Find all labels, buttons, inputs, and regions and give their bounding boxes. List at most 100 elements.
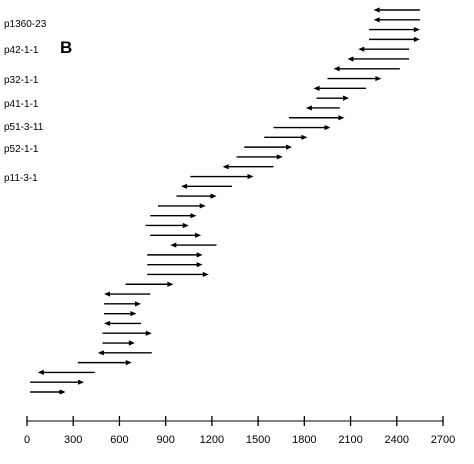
read-arrow-head xyxy=(347,56,354,62)
read-arrow-head xyxy=(125,360,132,366)
read-arrow-head xyxy=(222,164,229,170)
read-arrow xyxy=(150,232,202,238)
read-arrow xyxy=(102,340,135,346)
read-arrow-head xyxy=(37,369,44,376)
axis-tick-label: 1500 xyxy=(246,434,270,446)
read-arrow xyxy=(147,271,209,278)
read-arrow xyxy=(147,252,203,258)
scale-axis: 0 300 600 900 1200 1500 1800 2100 2400 2700 xyxy=(24,416,455,446)
read-arrow-head xyxy=(210,193,217,199)
read-arrow-head xyxy=(199,203,206,209)
read-arrow xyxy=(373,17,420,23)
read-arrow xyxy=(97,350,152,356)
read-arrow-head xyxy=(373,17,380,23)
clone-label: p51-3-11 xyxy=(4,122,44,133)
read-arrow-head xyxy=(59,389,66,395)
read-arrow xyxy=(244,144,293,150)
read-arrow xyxy=(102,330,152,336)
read-arrow-head xyxy=(145,330,152,336)
read-arrow xyxy=(181,183,232,189)
clone-label: p11-3-1 xyxy=(4,173,38,184)
read-arrow-head xyxy=(196,262,203,268)
read-arrow xyxy=(288,115,345,121)
read-arrow-head xyxy=(170,242,177,248)
read-arrow xyxy=(347,56,410,62)
read-arrow-head xyxy=(104,320,111,327)
read-arrow-head xyxy=(190,213,197,219)
axis-tick-label: 900 xyxy=(156,434,174,446)
clone-label: p32-1-1 xyxy=(4,75,39,86)
read-arrow xyxy=(30,389,66,395)
read-arrow xyxy=(313,85,366,91)
read-arrow xyxy=(222,164,274,170)
read-arrow xyxy=(273,124,331,131)
read-arrow-head xyxy=(181,183,188,189)
axis-tick-label: 300 xyxy=(64,434,82,446)
clone-label: p1360-23 xyxy=(4,19,47,30)
read-arrow xyxy=(125,281,174,287)
read-arrow-head xyxy=(195,232,202,238)
read-arrow xyxy=(305,105,340,111)
clone-label: p42-1-1 xyxy=(4,45,39,56)
read-arrow-head xyxy=(338,115,345,121)
read-arrow-head xyxy=(333,66,340,72)
read-arrow-head xyxy=(247,173,254,180)
axis-tick-label: 2700 xyxy=(431,434,455,446)
read-arrow-head xyxy=(135,301,142,307)
read-arrow xyxy=(190,173,254,180)
read-arrow xyxy=(264,134,308,140)
read-arrow-head xyxy=(375,75,382,82)
read-arrow-head xyxy=(97,350,104,356)
axis-tick-label: 600 xyxy=(110,434,128,446)
read-arrow xyxy=(236,154,283,160)
read-arrow-head xyxy=(128,340,135,346)
read-arrow-head xyxy=(196,252,203,258)
read-arrow-head xyxy=(167,281,174,287)
axis-tick-label: 1800 xyxy=(292,434,316,446)
read-arrow-head xyxy=(305,105,312,111)
axis-tick-label: 2400 xyxy=(385,434,409,446)
reads-layer xyxy=(30,7,420,395)
read-arrow xyxy=(77,360,132,366)
read-arrow-head xyxy=(276,154,283,160)
read-arrow-head xyxy=(78,379,85,385)
read-arrow-head xyxy=(301,134,308,140)
read-arrow-head xyxy=(182,222,189,229)
read-arrow xyxy=(150,213,197,219)
read-arrow xyxy=(369,36,420,42)
read-arrow-head xyxy=(413,36,420,42)
read-arrow xyxy=(369,26,420,33)
axis-tick-label: 0 xyxy=(24,434,30,446)
read-arrow xyxy=(104,320,142,327)
read-arrow-head xyxy=(343,95,350,101)
read-arrow xyxy=(333,66,400,72)
read-arrow xyxy=(373,7,420,13)
read-arrow-head xyxy=(324,124,331,131)
read-arrow xyxy=(145,222,189,229)
read-arrow-head xyxy=(202,271,209,278)
read-arrow xyxy=(104,291,151,297)
read-arrow xyxy=(358,46,410,52)
clone-label: p52-1-1 xyxy=(4,144,39,155)
axis-tick-label: 2100 xyxy=(338,434,362,446)
read-arrow xyxy=(30,379,85,385)
read-arrow xyxy=(147,262,203,268)
read-arrow-head xyxy=(104,291,111,297)
read-arrow xyxy=(316,95,350,101)
read-arrow xyxy=(104,311,137,317)
read-arrow-head xyxy=(373,7,380,13)
read-arrow xyxy=(37,369,95,376)
read-arrow-head xyxy=(413,26,420,33)
read-arrow-head xyxy=(358,46,365,52)
axis-tick-label: 1200 xyxy=(200,434,224,446)
clone-label: p41-1-1 xyxy=(4,99,39,110)
read-arrow xyxy=(157,203,206,209)
read-arrow xyxy=(104,301,142,307)
read-arrow-head xyxy=(313,85,320,91)
read-arrow-head xyxy=(130,311,137,317)
read-arrow-head xyxy=(286,144,293,150)
read-arrow xyxy=(176,193,217,199)
read-arrow xyxy=(327,75,382,82)
